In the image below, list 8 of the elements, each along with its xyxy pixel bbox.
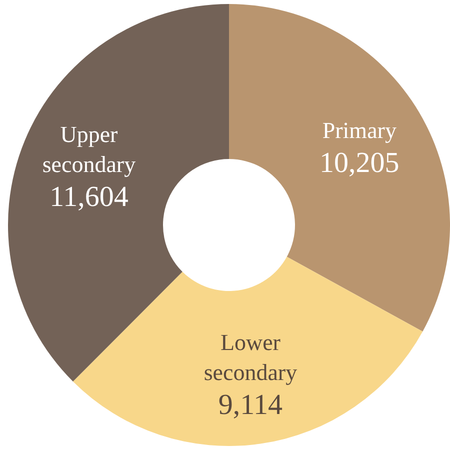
slice-label: Upper secondary xyxy=(42,122,136,178)
donut-slice xyxy=(229,4,450,332)
slice-label: Lower secondary xyxy=(204,330,298,386)
data-label: 10,205 xyxy=(320,146,400,179)
slice-label: Primary xyxy=(322,118,397,144)
data-label: 9,114 xyxy=(218,388,284,421)
donut-slice xyxy=(72,256,423,446)
data-label: 11,604 xyxy=(50,180,129,213)
